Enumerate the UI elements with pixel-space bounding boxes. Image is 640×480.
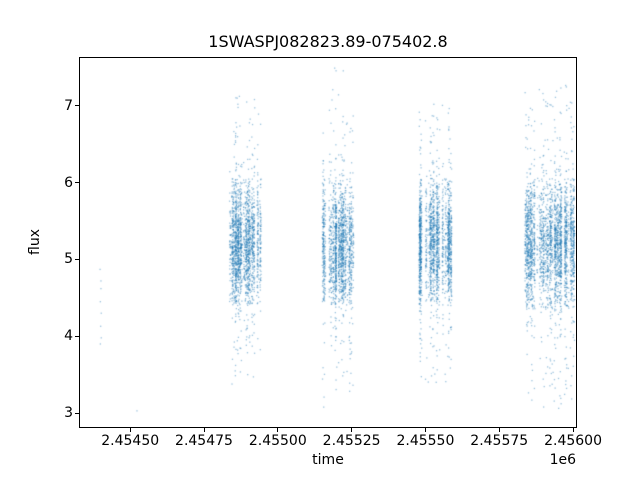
y-tick-mark	[75, 182, 79, 184]
y-tick-label: 7	[64, 97, 73, 114]
x-tick-mark	[572, 428, 574, 432]
y-tick-label: 3	[64, 405, 73, 422]
x-tick-label: 2.45525	[322, 433, 381, 449]
x-axis-label: time	[312, 452, 344, 468]
y-tick-label: 5	[64, 251, 73, 268]
axis-offset-text: 1e6	[549, 452, 576, 468]
x-tick-mark	[203, 428, 205, 432]
chart-title: 1SWASPJ082823.89-075402.8	[208, 32, 448, 51]
y-tick-mark	[75, 412, 79, 414]
x-tick-mark	[498, 428, 500, 432]
x-tick-label: 2.45575	[470, 433, 529, 449]
y-axis-label: flux	[27, 229, 43, 255]
y-tick-mark	[75, 258, 79, 260]
y-tick-label: 6	[64, 174, 73, 191]
y-tick-label: 4	[64, 328, 73, 345]
x-tick-mark	[277, 428, 279, 432]
x-tick-mark	[129, 428, 131, 432]
x-tick-label: 2.45450	[101, 433, 160, 449]
scatter-canvas	[80, 58, 576, 427]
y-tick-mark	[75, 105, 79, 107]
x-tick-label: 2.45600	[544, 433, 602, 449]
x-tick-label: 2.45500	[248, 433, 307, 449]
x-tick-mark	[424, 428, 426, 432]
x-tick-label: 2.45475	[175, 433, 233, 449]
x-tick-label: 2.45550	[396, 433, 455, 449]
plot-area	[79, 57, 577, 428]
y-tick-mark	[75, 335, 79, 337]
x-tick-mark	[351, 428, 353, 432]
